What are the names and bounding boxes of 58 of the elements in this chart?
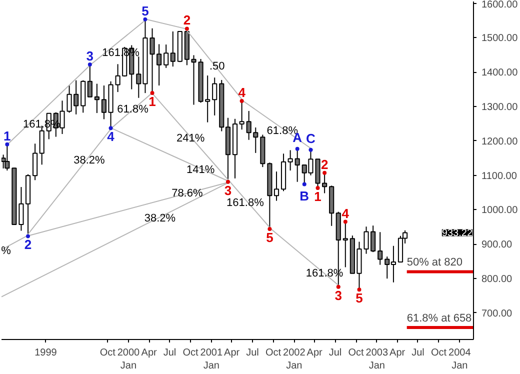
annotation: 933.22 — [442, 228, 473, 240]
x-tick-label: 1999 — [34, 348, 58, 358]
y-tick-label: 800.00 — [482, 274, 513, 286]
annotation: 241% — [176, 132, 205, 144]
annotation: 5 — [266, 230, 274, 246]
annotation: 161.8% — [226, 197, 264, 210]
annotation: 4 — [238, 84, 246, 100]
x-tick-label: Apr — [224, 348, 240, 358]
annotation: 38.2% — [144, 212, 176, 224]
annotation: 1 — [148, 94, 156, 110]
annotation: C — [306, 130, 316, 146]
y-tick-label: 1100.00 — [482, 170, 518, 182]
annotation: B — [300, 188, 310, 204]
x-tick-label: Oct — [100, 348, 116, 358]
x-tick-label: Apr — [390, 348, 406, 358]
y-tick-label: 900.00 — [482, 240, 513, 251]
annotation: 3 — [86, 48, 94, 64]
x-tick-label: Jul — [163, 348, 176, 358]
annotation: 61.8% — [117, 104, 149, 116]
annotation: 38.2% — [74, 154, 106, 167]
annotation: 141% — [186, 164, 215, 176]
x-tick-label: 2002 Jan — [283, 348, 306, 372]
annotation: 1 — [4, 128, 11, 144]
y-tick-label: 1600.00 — [482, 0, 518, 10]
annotation: .50 — [209, 60, 225, 73]
annotation: % — [1, 245, 12, 258]
ref-line-label: 61.8% at 658 — [406, 312, 472, 324]
y-tick-label: 1400.00 — [482, 68, 518, 79]
x-tick-label: Jul — [328, 348, 342, 358]
x-tick-label: Oct — [182, 348, 199, 358]
annotation: 5 — [356, 290, 363, 306]
x-tick-label: Jul — [246, 348, 259, 358]
x-tick-label: Apr — [306, 348, 324, 358]
y-tick-label: 700.00 — [482, 308, 513, 320]
ref-line-label: 50% at 820 — [406, 256, 463, 269]
y-tick-label: 1500.00 — [482, 33, 518, 44]
annotation: 4 — [107, 129, 116, 144]
x-tick-label: 2003 Jan — [366, 348, 388, 372]
x-tick-label: 2001 Jan — [200, 348, 223, 372]
x-tick-label: 2004 Jan — [448, 348, 472, 372]
y-tick-label: 1200.00 — [482, 136, 518, 148]
annotation: 5 — [142, 3, 149, 18]
annotation: 3 — [334, 288, 342, 303]
x-tick-label: Apr — [141, 348, 158, 358]
annotation: 2 — [183, 12, 191, 28]
y-tick-label: 1300.00 — [482, 102, 518, 113]
y-tick-label: 1000.00 — [482, 205, 518, 216]
annotation: 1 — [314, 189, 322, 204]
x-tick-label: Oct — [348, 348, 364, 358]
annotation: 3 — [224, 182, 232, 198]
annotation: 4 — [342, 206, 350, 221]
annotation: 2 — [320, 156, 328, 172]
x-tick-label: Oct — [431, 348, 447, 358]
x-tick-label: Oct — [266, 348, 282, 358]
x-tick-label: 2000 Jan — [117, 348, 140, 372]
annotation: 78.6% — [172, 188, 203, 200]
x-tick-label: Jul — [412, 348, 424, 358]
annotation: 2 — [24, 237, 32, 252]
